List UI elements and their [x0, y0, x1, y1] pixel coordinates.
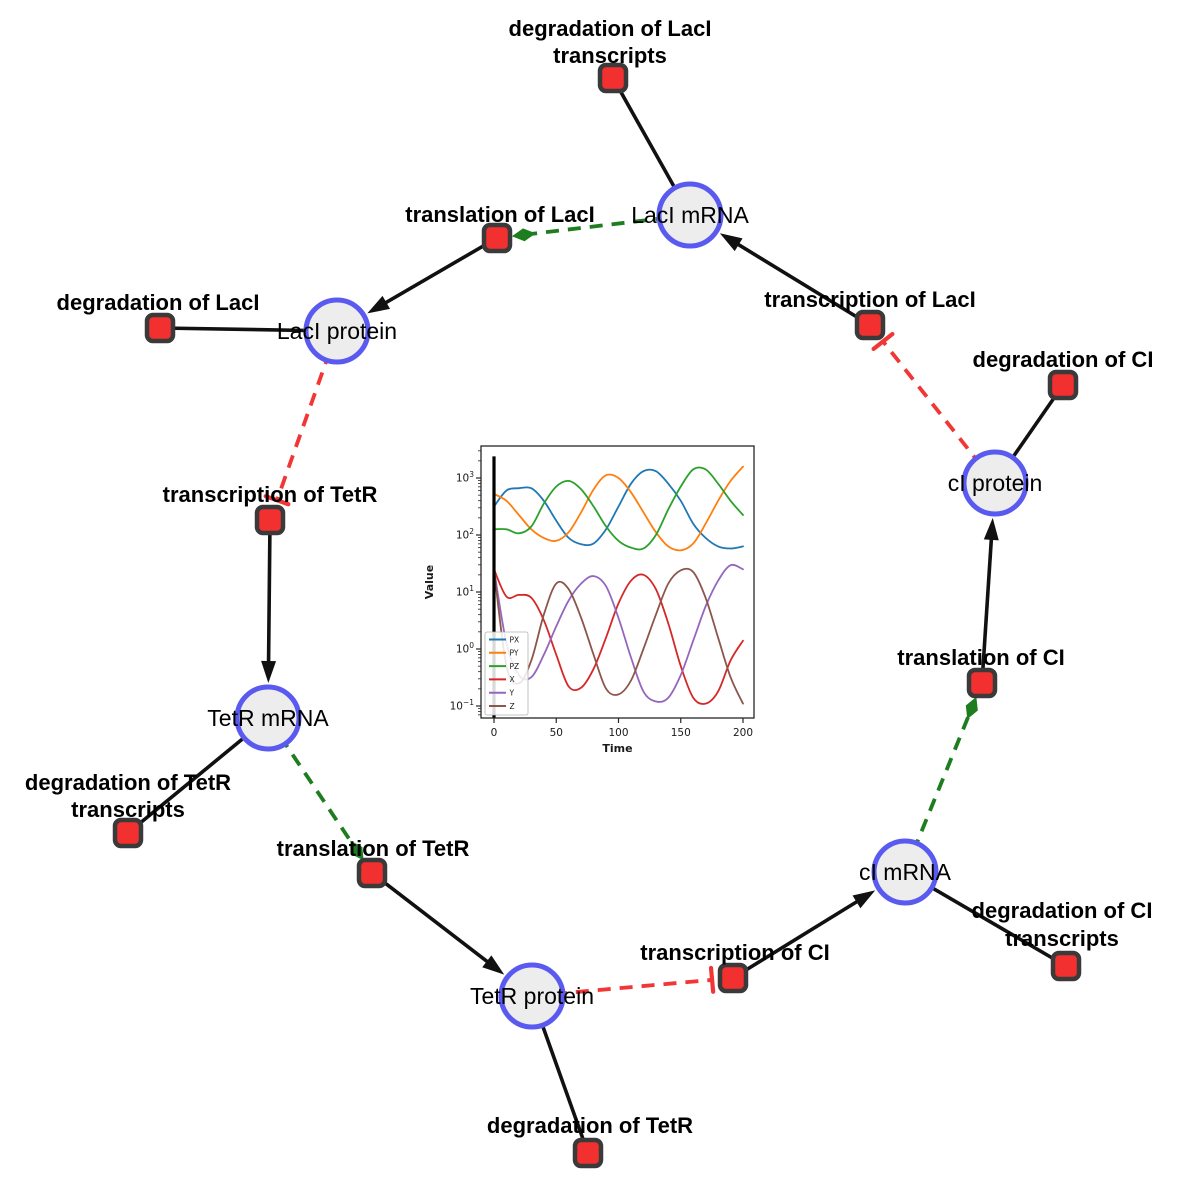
reaction-label-transl_cI: translation of CI	[897, 645, 1064, 670]
production-arrowhead-icon	[719, 233, 743, 252]
reaction-node-deg_lacI_tx	[597, 62, 629, 94]
x-tick-label: 200	[733, 727, 753, 739]
reaction-label-deg_cI_tx: transcripts	[1005, 926, 1119, 951]
x-axis-label: Time	[602, 742, 632, 755]
series-line-PY	[493, 465, 744, 552]
reaction-label-deg_cI_tx: degradation of CI	[972, 898, 1153, 923]
nodes-layer	[112, 62, 1082, 1169]
reaction-node-tx_lacI	[854, 309, 886, 341]
reaction-node-deg_tetR	[572, 1137, 604, 1169]
inhibition-tbar-icon	[708, 965, 716, 994]
edge-transl_tetR-tetR_protein	[370, 871, 505, 975]
production-arrowhead-icon	[482, 955, 505, 975]
x-tick-label: 0	[491, 727, 498, 739]
species-label-lacI_protein: LacI protein	[277, 318, 397, 344]
species-label-tetR_protein: TetR protein	[470, 983, 594, 1009]
species-node-cI_mRNA	[871, 838, 939, 906]
inhibition-tbar-icon	[871, 331, 895, 352]
reaction-label-deg_lacI: degradation of LacI	[57, 290, 260, 315]
modifier-arrowhead-icon	[350, 840, 364, 861]
reaction-label-deg_tetR: degradation of TetR	[487, 1113, 693, 1138]
edge-tx_tetR-tetR_mRNA	[261, 519, 277, 684]
legend-label: Z	[510, 702, 515, 711]
y-tick-label: 102	[456, 527, 474, 542]
production-arrowhead-icon	[261, 660, 277, 684]
y-tick-label: 101	[456, 584, 474, 599]
species-node-tetR_protein	[498, 962, 566, 1030]
reaction-node-deg_tetR_tx	[112, 817, 144, 849]
legend-label: PZ	[510, 662, 520, 671]
y-tick-label: 100	[456, 641, 474, 656]
axes-frame	[480, 445, 755, 719]
series-line-Z	[493, 567, 744, 705]
reaction-node-deg_cI	[1047, 369, 1079, 401]
reaction-label-deg_lacI_tx: transcripts	[553, 43, 667, 68]
reaction-label-deg_lacI_tx: degradation of LacI	[509, 16, 712, 41]
species-node-cI_protein	[961, 449, 1029, 517]
legend-label: PX	[510, 635, 520, 644]
legend-box	[484, 631, 529, 716]
series-line-PX	[493, 468, 744, 550]
reaction-node-deg_cI_tx	[1050, 950, 1082, 982]
edge-transl_cI-cI_protein	[980, 517, 999, 684]
production-arrowhead-icon	[852, 890, 876, 909]
series-line-X	[493, 568, 744, 705]
y-axis-label: Value	[423, 565, 436, 599]
species-label-tetR_mRNA: TetR mRNA	[207, 705, 329, 731]
edge-tx_cI-cI_mRNA	[732, 890, 876, 980]
species-node-lacI_protein	[303, 297, 371, 365]
reaction-label-deg_tetR_tx: transcripts	[71, 797, 185, 822]
reaction-node-transl_tetR	[356, 857, 388, 889]
species-label-lacI_mRNA: LacI mRNA	[631, 202, 749, 228]
legend-label: Y	[509, 689, 515, 698]
labels-layer: LacI mRNA LacI protein TetR mRNA TetR prote…	[25, 16, 1154, 1138]
ticks-layer	[476, 450, 744, 723]
reaction-label-transl_tetR: translation of TetR	[277, 836, 470, 861]
series-line-PZ	[493, 466, 744, 551]
y-tick-label: 10−1	[450, 698, 475, 713]
reaction-node-transl_lacI	[481, 222, 513, 254]
legend-label: X	[510, 675, 515, 684]
inhibition-tbar-icon	[263, 494, 291, 507]
series-layer	[492, 456, 744, 718]
x-tick-label: 150	[671, 727, 691, 739]
edge-transl_lacI-lacI_protein	[367, 236, 498, 314]
reaction-label-tx_cI: transcription of CI	[640, 940, 829, 965]
reaction-label-deg_cI: degradation of CI	[973, 347, 1154, 372]
legend-label: PY	[510, 649, 519, 658]
species-node-tetR_mRNA	[234, 684, 302, 752]
reaction-node-transl_cI	[966, 667, 998, 699]
production-arrowhead-icon	[983, 517, 999, 541]
species-node-lacI_mRNA	[656, 181, 724, 249]
reaction-label-tx_lacI: transcription of LacI	[764, 287, 975, 312]
reaction-label-tx_tetR: transcription of TetR	[163, 482, 378, 507]
modifier-arrowhead-icon	[511, 228, 536, 242]
series-line-Y	[493, 563, 744, 703]
x-tick-label: 50	[550, 727, 563, 739]
legend: PX PY PZ XYZ	[484, 631, 529, 716]
species-label-cI_protein: cI protein	[948, 470, 1043, 496]
production-arrowhead-icon	[367, 295, 391, 314]
x-tick-label: 100	[608, 727, 628, 739]
reaction-label-deg_tetR_tx: degradation of TetR	[25, 770, 231, 795]
y-tick-label: 103	[456, 470, 474, 485]
reaction-node-deg_lacI	[144, 312, 176, 344]
edge-tx_lacI-lacI_mRNA	[719, 233, 871, 327]
reaction-node-tx_cI	[717, 962, 749, 994]
modifier-arrowhead-icon	[965, 696, 978, 720]
reaction-node-tx_tetR	[254, 504, 286, 536]
reaction-label-transl_lacI: translation of LacI	[405, 202, 594, 227]
species-label-cI_mRNA: cI mRNA	[859, 859, 952, 885]
